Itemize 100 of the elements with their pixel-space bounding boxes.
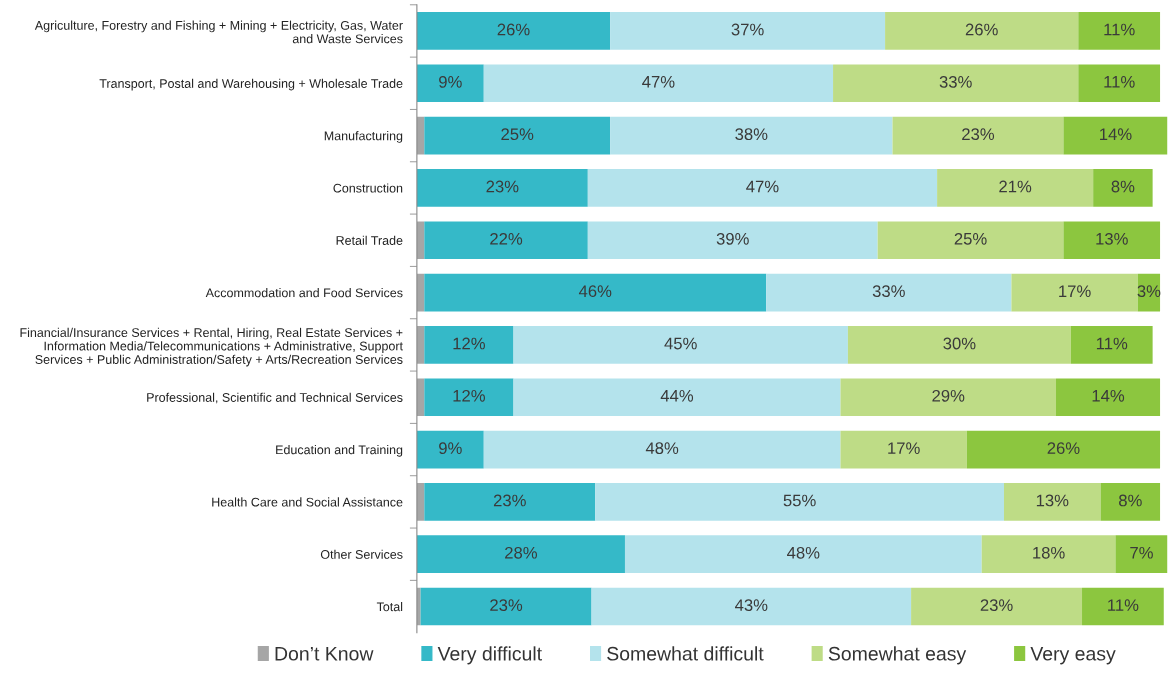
data-label: 25%	[501, 128, 534, 141]
bar	[424, 273, 767, 312]
y-tick-label: Manufacturing	[324, 131, 403, 143]
bar	[1078, 12, 1161, 50]
data-label: 23%	[980, 599, 1013, 612]
data-label: 8%	[1119, 494, 1142, 507]
bar	[424, 221, 588, 260]
y-tick-label: Accommodation and Food Services	[205, 288, 403, 298]
data-label: 21%	[999, 180, 1032, 193]
bar	[591, 587, 912, 626]
bar	[416, 12, 611, 50]
bar	[1070, 326, 1153, 364]
data-label: 23%	[962, 128, 995, 141]
data-label: 33%	[872, 285, 905, 298]
bar	[1063, 221, 1161, 260]
data-label: 47%	[642, 76, 675, 88]
data-label: 44%	[660, 389, 694, 402]
bar	[483, 430, 841, 469]
bar	[587, 221, 878, 260]
data-label: 45%	[664, 337, 697, 350]
y-tick-label: Construction	[333, 183, 403, 193]
bar	[1078, 64, 1161, 103]
bar	[1056, 378, 1161, 417]
data-label: 13%	[1036, 494, 1069, 507]
data-label: 11%	[1096, 337, 1128, 350]
bar	[840, 430, 967, 469]
y-tick-label: Agriculture, Forestry and Fishing + Mining + Electricity, Gas, Water and Waste Services	[34, 20, 403, 44]
y-tick-label: Retail Trade	[336, 235, 403, 245]
bar	[1082, 587, 1164, 626]
data-label: 38%	[735, 128, 768, 141]
data-label: 23%	[486, 180, 519, 193]
bar	[966, 430, 1161, 469]
bar	[937, 169, 1094, 207]
y-tick-label: Professional, Scientific and Technical Services	[147, 392, 403, 404]
bar	[1003, 483, 1101, 521]
data-label: 29%	[932, 389, 965, 402]
bar	[877, 221, 1064, 260]
data-label: 37%	[731, 23, 764, 36]
bar	[892, 116, 1064, 155]
bar	[513, 378, 841, 417]
bar	[911, 587, 1083, 626]
data-label: 12%	[453, 389, 485, 402]
data-label: 48%	[645, 442, 679, 455]
data-label: 23%	[493, 494, 526, 507]
data-label: 46%	[578, 285, 612, 298]
bar	[833, 64, 1079, 103]
bar	[595, 483, 1004, 521]
data-label: 11%	[1104, 23, 1135, 36]
data-label: 8%	[1111, 180, 1135, 193]
legend-label: Don’t Know	[275, 647, 374, 661]
y-tick-label: Financial/Insurance Services + Rental, Hiring, Real Estate Services + Information Media/Telecommunications + Administrative, Support Services + Public Administration/Safety + Arts/Recreation Services	[20, 327, 403, 367]
bar	[885, 12, 1079, 50]
bar	[1115, 535, 1168, 574]
data-label: 14%	[1092, 389, 1125, 402]
data-label: 11%	[1108, 599, 1139, 611]
data-label: 23%	[490, 599, 523, 612]
data-label: 55%	[783, 494, 816, 507]
data-label: 26%	[965, 23, 998, 36]
bar	[766, 273, 1012, 312]
bar	[1100, 483, 1161, 521]
bar	[1093, 169, 1153, 207]
bar	[424, 378, 514, 417]
data-label: 47%	[746, 180, 779, 193]
bar	[483, 64, 834, 103]
bar	[981, 535, 1116, 574]
data-label: 26%	[1047, 442, 1080, 455]
y-tick-label: Education and Training	[276, 445, 403, 457]
data-label: 30%	[943, 337, 976, 350]
bar	[424, 116, 611, 155]
bar	[416, 64, 484, 103]
bar	[624, 535, 982, 574]
data-label: 26%	[497, 23, 530, 36]
y-tick-label: Health Care and Social Assistance	[212, 497, 403, 507]
data-label: 7%	[1130, 546, 1153, 559]
data-label: 48%	[787, 546, 820, 559]
bar	[610, 116, 893, 155]
data-label: 11%	[1104, 76, 1135, 88]
bar	[416, 535, 625, 574]
bar	[587, 169, 938, 207]
data-label: 18%	[1033, 546, 1065, 559]
data-label: 28%	[505, 546, 538, 559]
bar	[420, 587, 592, 626]
data-label: 39%	[716, 232, 749, 245]
bar	[840, 378, 1057, 417]
data-label: 17%	[1059, 285, 1091, 297]
bar	[1011, 273, 1138, 312]
data-label: 43%	[735, 599, 768, 612]
y-tick-label: Transport, Postal and Warehousing + Wholesale Trade	[99, 78, 403, 91]
legend-label: Very difficult	[437, 646, 542, 665]
bar	[610, 12, 886, 50]
y-tick-label: Other Services	[320, 549, 403, 559]
bar	[847, 326, 1071, 364]
data-label: 22%	[490, 232, 523, 245]
y-tick-label: Total	[376, 602, 403, 612]
data-label: 14%	[1100, 128, 1132, 141]
data-label: 9%	[439, 442, 462, 455]
bar	[416, 430, 484, 469]
bar	[513, 326, 848, 364]
data-label: 17%	[888, 442, 920, 454]
bar	[424, 483, 596, 521]
